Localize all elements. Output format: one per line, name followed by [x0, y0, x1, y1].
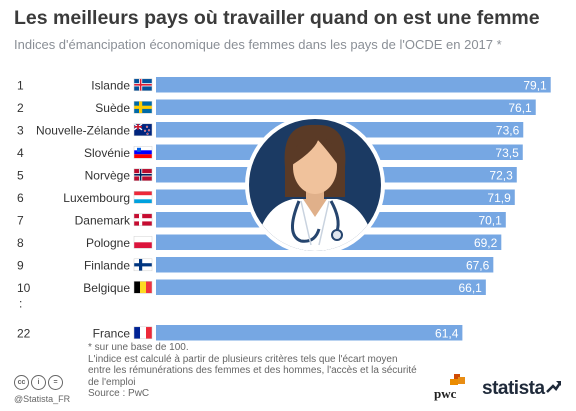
- country-label: France: [93, 326, 131, 340]
- luxembourg-flag: [133, 191, 153, 204]
- data-label: 72,3: [489, 168, 513, 182]
- data-label: 71,9: [487, 191, 511, 205]
- bar-row: 69,2 8 Pologne: [17, 234, 502, 250]
- country-label: Belgique: [83, 281, 130, 295]
- iceland-flag: [133, 78, 153, 92]
- pwc-wordmark: pwc: [434, 386, 457, 401]
- chart-subtitle: Indices d'émancipation économique des fe…: [14, 37, 502, 52]
- country-label: Suède: [95, 101, 130, 115]
- data-label: 70,1: [478, 213, 502, 227]
- country-label: Pologne: [86, 236, 130, 250]
- source-note: Source : PwC: [88, 388, 150, 399]
- bar: [156, 99, 536, 115]
- bar-row: 66,1 10 Belgique: [17, 279, 486, 295]
- data-label: 66,1: [458, 281, 482, 295]
- data-label: 73,6: [496, 123, 520, 137]
- attribution-icon: i: [31, 375, 46, 390]
- finland-flag: [133, 258, 153, 272]
- country-label: Norvège: [85, 168, 131, 182]
- rank-label: 7: [17, 213, 24, 227]
- bar: [156, 77, 551, 93]
- rank-label: 1: [17, 78, 24, 92]
- bar: [156, 279, 486, 295]
- france-flag: [133, 326, 153, 340]
- no-derivatives-icon: =: [48, 375, 63, 390]
- rank-label: 8: [17, 236, 24, 250]
- rank-label: 2: [17, 101, 24, 115]
- country-label: Danemark: [75, 213, 131, 227]
- bar: [156, 325, 463, 341]
- denmark-flag: [133, 213, 153, 227]
- cc-icon: cc: [14, 375, 29, 390]
- footnote-base: * sur une base de 100.: [88, 342, 189, 353]
- rank-label: 5: [17, 168, 24, 182]
- bar-row: 73,6 3 Nouvelle-Zélande: [17, 122, 524, 138]
- bar-row: 76,1 2 Suède: [17, 99, 536, 115]
- pwc-logo[interactable]: pwc: [432, 372, 468, 402]
- country-label: Finlande: [84, 258, 130, 272]
- belgium-flag: [133, 281, 153, 294]
- bar-row: 79,1 1 Islande: [17, 77, 551, 93]
- footnotes: * sur une base de 100. L'indice est calc…: [88, 342, 417, 400]
- data-label: 79,1: [523, 78, 547, 92]
- footnote-method-3: de l'emploi: [88, 376, 136, 388]
- slovenia-flag: [133, 146, 153, 159]
- rank-label: 3: [17, 123, 24, 137]
- country-label: Slovénie: [84, 146, 130, 160]
- data-label: 76,1: [508, 101, 532, 115]
- footnote-method-1: L'indice est calculé à partir de plusieu…: [88, 353, 398, 365]
- rank-label: 22: [17, 326, 31, 340]
- bar-row: 67,6 9 Finlande: [17, 257, 494, 273]
- country-label: Nouvelle-Zélande: [36, 123, 130, 137]
- country-label: Luxembourg: [63, 191, 130, 205]
- female-doctor-icon: [245, 115, 385, 255]
- sweden-flag: [133, 101, 153, 114]
- rank-label: 4: [17, 146, 24, 160]
- bar-chart: 79,1 1 Islande 76,1 2 Suède 73,6 3 Nouvelle-Zéla…: [17, 77, 551, 341]
- rank-label: 6: [17, 191, 24, 205]
- statista-logo[interactable]: statista: [482, 378, 545, 399]
- footnote-method-2: entre les rémunérations des femmes et de…: [88, 365, 417, 376]
- data-label: 69,2: [474, 236, 498, 250]
- license-icons[interactable]: cc i =: [14, 375, 63, 390]
- bar-row: 61,4 22 France: [17, 325, 463, 341]
- gap-marker: :: [19, 297, 22, 311]
- chart-title: Les meilleurs pays où travailler quand o…: [14, 7, 540, 29]
- twitter-handle[interactable]: @Statista_FR: [14, 394, 71, 404]
- rank-label: 9: [17, 258, 24, 272]
- poland-flag: [133, 236, 153, 249]
- data-label: 73,5: [495, 146, 519, 160]
- rank-label: 10: [17, 281, 31, 295]
- country-label: Islande: [91, 78, 130, 92]
- data-label: 67,6: [466, 258, 490, 272]
- new-zealand-flag: [133, 123, 153, 137]
- norway-flag: [133, 168, 153, 182]
- statista-arrow-icon: [546, 381, 562, 393]
- data-label: 61,4: [435, 326, 459, 340]
- bar: [156, 257, 494, 273]
